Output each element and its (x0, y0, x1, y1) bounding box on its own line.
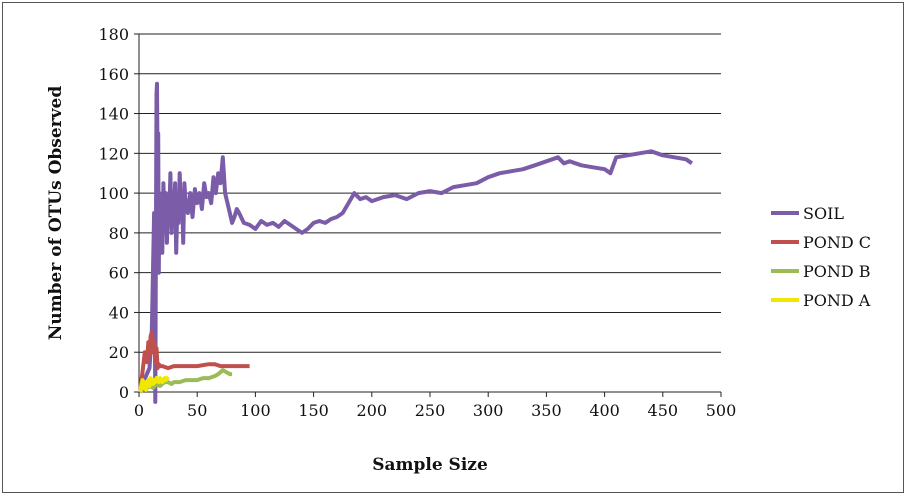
series-lines (138, 81, 694, 404)
series-line-pond-a (138, 376, 170, 393)
line-chart: 0 20 40 60 80 100 120 140 160 180 0 50 100 150 200 250… (46, 25, 871, 475)
y-tick-label: 120 (98, 144, 129, 163)
series-line-pond-c (138, 330, 250, 391)
x-tick-label: 500 (706, 401, 737, 420)
x-tick-label: 50 (187, 401, 207, 420)
x-tick-label: 300 (473, 401, 504, 420)
y-tick-label: 100 (98, 184, 129, 203)
y-tick-label: 0 (119, 383, 129, 402)
legend-label-pond-a: POND A (803, 291, 871, 310)
y-tick-label: 140 (98, 105, 129, 124)
x-tick-label: 250 (415, 401, 446, 420)
x-axis-title: Sample Size (372, 455, 488, 475)
x-tick-label: 450 (648, 401, 679, 420)
y-tick-label: 180 (98, 25, 129, 44)
legend-label-pond-c: POND C (803, 233, 871, 252)
y-tick-label: 80 (109, 224, 129, 243)
y-axis-title: Number of OTUs Observed (46, 86, 66, 341)
x-tick-label: 350 (531, 401, 562, 420)
y-tick-label: 20 (109, 343, 129, 362)
legend: SOIL POND C POND B POND A (771, 204, 871, 310)
x-tick-label: 0 (134, 401, 144, 420)
x-tick-label: 400 (589, 401, 620, 420)
x-tick-labels: 0 50 100 150 200 250 300 350 400 450 500 (134, 401, 736, 420)
x-tick-label: 200 (357, 401, 388, 420)
y-tick-label: 60 (109, 264, 129, 283)
axes (134, 33, 722, 397)
series-line-soil (138, 81, 694, 404)
y-tick-labels: 0 20 40 60 80 100 120 140 160 180 (98, 25, 129, 402)
legend-label-soil: SOIL (803, 204, 844, 223)
legend-label-pond-b: POND B (803, 262, 871, 281)
x-tick-label: 100 (240, 401, 271, 420)
x-tick-label: 150 (298, 401, 329, 420)
y-tick-label: 40 (109, 303, 129, 322)
y-tick-label: 160 (98, 65, 129, 84)
